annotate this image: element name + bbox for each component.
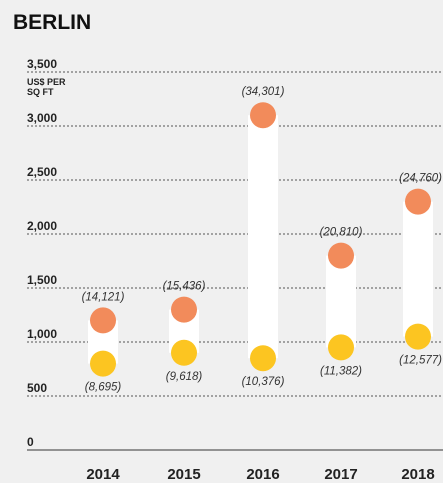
range-bar bbox=[248, 115, 278, 359]
y-axis-label: US$ PER bbox=[27, 77, 66, 87]
annotation: (8,695) bbox=[85, 382, 122, 394]
annotation: (11,382) bbox=[320, 365, 362, 377]
y-tick-label: 500 bbox=[27, 381, 47, 395]
x-tick-label: 2014 bbox=[86, 466, 120, 483]
y-tick-label: 0 bbox=[27, 435, 34, 449]
annotation: (14,121) bbox=[82, 291, 125, 303]
y-tick-label: 1,000 bbox=[27, 327, 57, 341]
y-tick-label: 3,000 bbox=[27, 111, 57, 125]
dot bbox=[405, 188, 431, 215]
y-tick-label: 3,500 bbox=[27, 57, 57, 71]
annotation: (12,577) bbox=[399, 355, 442, 367]
x-tick-label: 2015 bbox=[167, 466, 200, 483]
dot bbox=[90, 307, 116, 334]
annotation: (10,376) bbox=[242, 376, 285, 388]
dot bbox=[171, 296, 197, 323]
y-axis-label: SQ FT bbox=[27, 87, 54, 97]
annotation: (9,618) bbox=[166, 371, 203, 383]
annotation: (15,436) bbox=[163, 281, 206, 293]
chart-title: BERLIN bbox=[13, 11, 91, 34]
range-bar bbox=[403, 201, 433, 337]
x-tick-label: 2018 bbox=[401, 466, 434, 483]
x-tick-label: 2016 bbox=[246, 466, 279, 483]
range-bar bbox=[326, 255, 356, 348]
annotation: (24,760) bbox=[399, 173, 442, 185]
annotation: (34,301) bbox=[242, 86, 285, 98]
y-tick-label: 1,500 bbox=[27, 273, 57, 287]
dot bbox=[250, 102, 276, 129]
dot bbox=[90, 350, 116, 377]
dot bbox=[328, 242, 354, 269]
dot bbox=[405, 323, 431, 350]
y-tick-label: 2,000 bbox=[27, 219, 57, 233]
dot bbox=[250, 345, 276, 372]
dot bbox=[171, 339, 197, 366]
x-tick-label: 2017 bbox=[324, 466, 357, 483]
annotation: (20,810) bbox=[320, 227, 363, 239]
y-tick-label: 2,500 bbox=[27, 165, 57, 179]
dot bbox=[328, 334, 354, 361]
